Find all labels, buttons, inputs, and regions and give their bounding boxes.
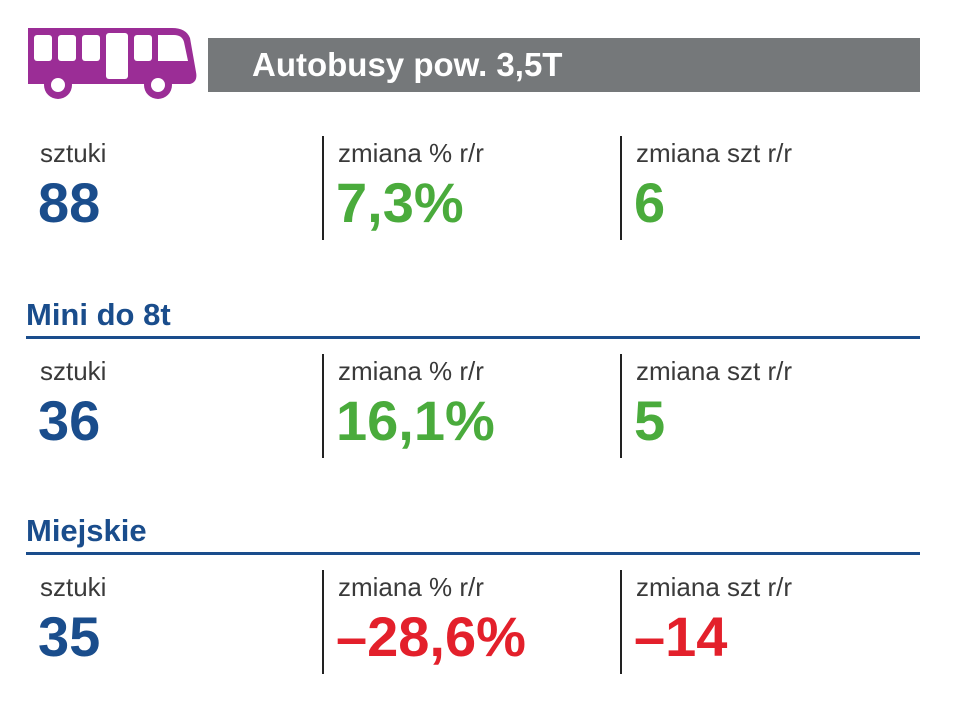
abs-cell: zmiana szt r/r –14 — [620, 570, 920, 674]
pct-value: 16,1% — [336, 389, 495, 452]
units-value: 88 — [38, 171, 101, 234]
units-cell: sztuki 36 — [26, 354, 322, 458]
abs-value: –14 — [634, 605, 728, 668]
stats-row-mini: sztuki 36 zmiana % r/r 16,1% zmiana szt … — [26, 354, 920, 458]
pct-label: zmiana % r/r — [338, 138, 484, 168]
units-label: sztuki — [40, 572, 107, 602]
bus-icon — [28, 28, 197, 99]
abs-label: zmiana szt r/r — [636, 356, 793, 386]
abs-cell: zmiana szt r/r 6 — [620, 136, 920, 240]
pct-cell: zmiana % r/r 7,3% — [322, 136, 620, 240]
units-value: 35 — [38, 605, 101, 668]
pct-value: –28,6% — [336, 605, 526, 668]
units-label: sztuki — [40, 138, 107, 168]
section-title-mini: Mini do 8t — [26, 296, 920, 339]
abs-cell: zmiana szt r/r 5 — [620, 354, 920, 458]
abs-label: zmiana szt r/r — [636, 138, 793, 168]
abs-value: 6 — [634, 171, 666, 234]
pct-label: zmiana % r/r — [338, 356, 484, 386]
pct-cell: zmiana % r/r 16,1% — [322, 354, 620, 458]
stats-row-overall: sztuki 88 zmiana % r/r 7,3% zmiana szt r… — [26, 136, 920, 240]
pct-label: zmiana % r/r — [338, 572, 484, 602]
units-value: 36 — [38, 389, 101, 452]
abs-label: zmiana szt r/r — [636, 572, 793, 602]
stats-row-city: sztuki 35 zmiana % r/r –28,6% zmiana szt… — [26, 570, 920, 674]
units-cell: sztuki 88 — [26, 136, 322, 240]
header: Autobusy pow. 3,5T — [22, 22, 920, 102]
pct-cell: zmiana % r/r –28,6% — [322, 570, 620, 674]
page-title: Autobusy pow. 3,5T — [208, 38, 920, 92]
abs-value: 5 — [634, 389, 666, 452]
units-cell: sztuki 35 — [26, 570, 322, 674]
units-label: sztuki — [40, 356, 107, 386]
pct-value: 7,3% — [336, 171, 464, 234]
section-title-city: Miejskie — [26, 512, 920, 555]
